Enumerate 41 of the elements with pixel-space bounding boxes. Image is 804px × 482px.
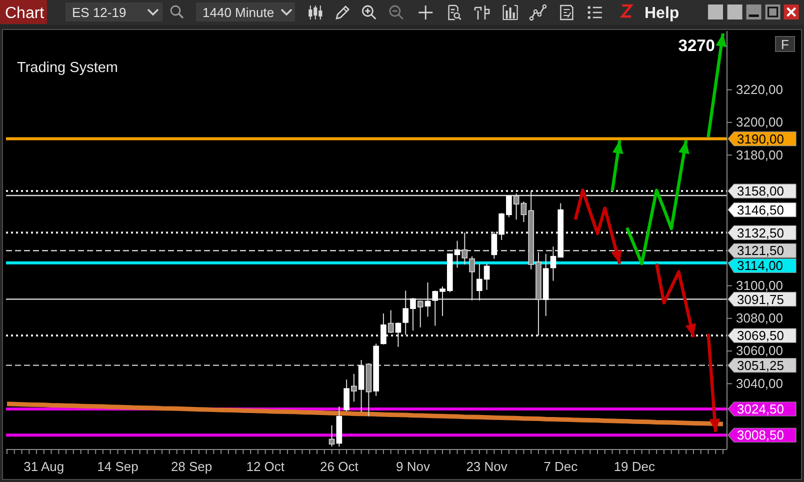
- ref-line-label: 3190,00: [737, 131, 784, 146]
- text: Chart: [5, 5, 45, 22]
- ref-line-label: 3069,50: [737, 328, 784, 344]
- x-tick-label: 7 Dec: [544, 459, 578, 474]
- y-tick-label: 3040,00: [736, 376, 783, 391]
- annotation: 3270: [678, 37, 715, 55]
- ref-line-label: 3024,50: [737, 402, 784, 417]
- text: ES 12-19: [72, 4, 126, 20]
- candlestick: [388, 310, 394, 334]
- candlestick: [395, 322, 402, 348]
- ref-line-label: 3091,75: [737, 292, 784, 307]
- x-tick-label: 12 Oct: [246, 459, 285, 474]
- ref-line-label: 3132,50: [737, 225, 784, 240]
- ref-line-label: 3008,50: [737, 428, 784, 443]
- line-series: [6, 402, 726, 426]
- text: F: [781, 37, 790, 52]
- x-tick-label: 9 Nov: [396, 459, 430, 474]
- x-tick-label: 14 Sep: [97, 459, 138, 474]
- y-tick-label: 3060,00: [736, 343, 783, 358]
- candlestick: [469, 256, 475, 301]
- y-tick-label: 3200,00: [736, 114, 783, 130]
- text: 1440 Minute: [202, 4, 274, 20]
- ref-line-label: 3121,50: [737, 243, 784, 258]
- x-tick-label: 19 Dec: [614, 459, 656, 474]
- text: 3146,50: [737, 202, 784, 218]
- ref-line-label: 3158,00: [737, 184, 784, 199]
- x-tick-label: 26 Oct: [320, 459, 359, 474]
- x-tick-label: 28 Sep: [170, 459, 212, 474]
- ref-line-label: 3051,25: [737, 358, 784, 373]
- ref-line-label: 3114,00: [737, 258, 784, 274]
- candlestick: [351, 373, 357, 402]
- text: Trading System: [17, 60, 118, 76]
- x-tick-label: 23 Nov: [466, 459, 508, 474]
- y-tick-label: 3100,00: [736, 278, 783, 293]
- y-tick-label: 3220,00: [736, 82, 783, 97]
- candlestick: [328, 424, 335, 448]
- y-tick-label: 3080,00: [736, 310, 783, 326]
- text: Help: [644, 5, 680, 22]
- x-tick-label: 31 Aug: [24, 459, 64, 474]
- y-tick-label: 3180,00: [736, 147, 783, 162]
- candlestick: [417, 300, 424, 328]
